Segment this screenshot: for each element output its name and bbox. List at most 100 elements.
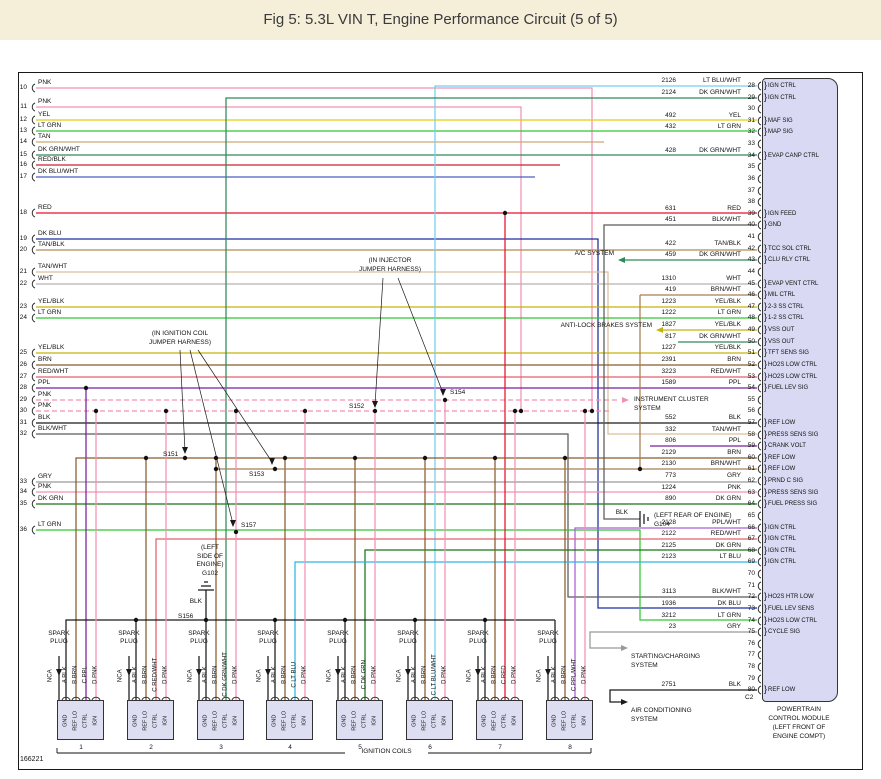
flow-arrow-icon	[230, 520, 236, 527]
wire-circuit-number: 2130	[661, 460, 676, 467]
spark-plug-label: PLUG	[539, 638, 557, 645]
system-label: INSTRUMENT CLUSTER	[634, 396, 709, 403]
wire-blk-wht	[603, 224, 757, 520]
wire-blk	[65, 619, 555, 700]
pcm-pin-function-label: }TFT SENS SIG	[764, 348, 809, 358]
connector-terminal-icon	[31, 395, 36, 405]
connector-terminal-icon	[280, 696, 290, 701]
wire-color-label: LT BLU	[719, 553, 741, 560]
pcm-pin-number: 63	[747, 489, 755, 496]
wire-circuit-number: 432	[665, 123, 676, 130]
pcm-pin-number: 74	[747, 617, 755, 624]
connector-terminal-icon	[757, 650, 762, 660]
connector-terminal-icon	[757, 523, 762, 533]
connector-terminal-icon	[757, 116, 762, 126]
splice-dot	[582, 408, 588, 414]
connector-terminal-icon	[757, 255, 762, 265]
pin-brace-icon: }	[764, 243, 768, 253]
coil-pin-label: GND	[62, 714, 69, 727]
pcm-pin-function-text: IGN CTRL	[768, 536, 797, 542]
connector-terminal-icon	[360, 696, 370, 701]
splice-dot	[352, 455, 358, 461]
pcm-pin-function-label: }FUEL LEV SENS	[764, 604, 814, 614]
pin-brace-icon: }	[764, 440, 768, 450]
splice-dot	[272, 466, 278, 472]
splice-dot	[372, 408, 378, 414]
wire-color-label: LT GRN	[717, 123, 741, 130]
pcm-pin-function-text: REF LOW	[768, 687, 796, 693]
connector-terminal-icon	[757, 464, 762, 474]
connector-terminal-icon	[757, 209, 762, 219]
pcm-pin-number: 55	[747, 396, 755, 403]
pcm-pin-function-text: HO2S LOW CTRL	[768, 362, 818, 368]
spark-plug-label: PLUG	[190, 638, 208, 645]
left-pin-number: 15	[19, 151, 27, 158]
wire-color-label: PPL	[728, 437, 741, 444]
coil-wire-label: C LT BLU	[291, 661, 298, 688]
coil-wire-label: B BRN	[351, 665, 358, 684]
diagram-id: 166221	[20, 756, 44, 763]
wire-circuit-number: 1224	[661, 484, 676, 491]
wire-pnk	[36, 87, 593, 411]
pcm-pin-number: 47	[747, 303, 755, 310]
connector-terminal-icon	[490, 696, 500, 701]
pcm-pin-function-label: }MIL CTRL	[764, 290, 795, 300]
coil-wire-label: D PNK	[371, 665, 378, 684]
wire-color-label: BLK	[38, 414, 51, 421]
coil-pin-label: GND	[481, 714, 488, 727]
connector-terminal-icon	[31, 383, 36, 393]
connector-terminal-icon	[31, 279, 36, 289]
pcm-pin-function-text: HO2S HTR LOW	[768, 594, 814, 600]
connector-terminal-icon	[350, 696, 360, 701]
pcm-pin-number: 43	[747, 256, 755, 263]
connector-terminal-icon	[757, 151, 762, 161]
pcm-name: (LEFT FRONT OF	[772, 724, 826, 731]
connector-terminal-icon	[31, 406, 36, 416]
wire-color-label: BRN/WHT	[710, 460, 741, 467]
connector-terminal-icon	[757, 639, 762, 649]
coil-pin-label: REF LO	[72, 710, 79, 731]
pcm-pin-function-text: HO2S LOW CTRL	[768, 374, 818, 380]
flow-arrow-icon	[372, 401, 378, 408]
coil-wire-label: C DK GRN	[361, 660, 368, 690]
pin-brace-icon: }	[764, 336, 768, 346]
connector-terminal-icon	[161, 696, 171, 701]
connector-terminal-icon	[757, 372, 762, 382]
connector-terminal-icon	[757, 430, 762, 440]
pcm-pin-function-text: HO2S LOW CTRL	[768, 618, 818, 624]
wire-circuit-number: 2122	[661, 530, 676, 537]
pcm-pin-function-text: REF LOW	[768, 466, 796, 472]
connector-terminal-icon	[340, 696, 350, 701]
coil-wire-label: C DK GRN/WHT	[222, 652, 229, 697]
splice-dot	[143, 455, 149, 461]
pcm-pin-function-text: 1-2 SS CTRL	[768, 315, 804, 321]
pcm-pin-function-label: }CLU RLY CTRL	[764, 255, 810, 265]
harness-annotation: (IN INJECTOR	[368, 257, 412, 264]
left-pin-number: 27	[19, 373, 27, 380]
splice-dot	[422, 455, 428, 461]
splice-dot	[637, 466, 643, 472]
connector-terminal-icon	[757, 557, 762, 567]
wire-circuit-number: 1936	[661, 600, 676, 607]
coil-number: 6	[428, 744, 432, 751]
pcm-pin-function-text: EVAP CANP CTRL	[768, 153, 820, 159]
pcm-pin-number: 80	[747, 686, 755, 693]
left-pin-number: 10	[19, 84, 27, 91]
wire-blk	[609, 689, 757, 703]
pin-brace-icon: }	[764, 545, 768, 555]
coil-pin-label: CTRL	[431, 713, 438, 728]
pcm-pin-number: 28	[747, 82, 755, 89]
flow-arrow-icon	[126, 669, 132, 676]
pcm-pin-number: 68	[747, 547, 755, 554]
connector-terminal-icon	[757, 488, 762, 498]
pcm-pin-number: 59	[747, 442, 755, 449]
connector-terminal-icon	[757, 383, 762, 393]
connector-terminal-icon	[31, 102, 36, 112]
left-pin-number: 11	[20, 103, 27, 110]
connector-terminal-icon	[757, 244, 762, 254]
wire-color-label: TAN/BLK	[714, 240, 741, 247]
left-pin-number: 16	[19, 161, 27, 168]
spark-plug-label: SPARK	[397, 630, 419, 637]
wire-color-label: YEL	[38, 111, 51, 118]
flow-arrow-icon	[440, 389, 446, 396]
